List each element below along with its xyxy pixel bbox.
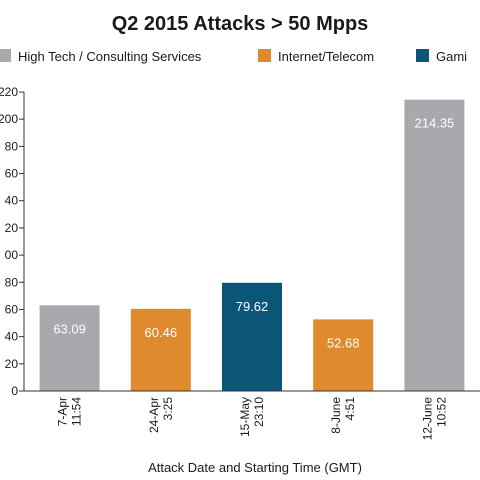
- bar-value-label: 60.46: [145, 325, 178, 340]
- bar: [39, 305, 100, 391]
- x-category-date: 24-Apr: [147, 397, 161, 433]
- y-tick-label: 20: [5, 357, 19, 371]
- legend: High Tech / Consulting Services Internet/…: [0, 49, 467, 64]
- y-axis: 0 20 40 60 80 00 20 40 60 80 200 220: [0, 85, 25, 398]
- y-tick-label: 40: [5, 330, 19, 344]
- y-tick-label: 40: [5, 194, 19, 208]
- bar: [222, 282, 282, 391]
- legend-swatch-1: [258, 49, 271, 62]
- bars: 63.09 60.46 79.62 52.68 214.35: [39, 99, 465, 391]
- x-axis: 7-Apr 11:54 24-Apr 3:25 15-May 23:10 8-June 4:5…: [24, 390, 480, 441]
- bar-value-label: 214.35: [415, 116, 455, 131]
- bar-value-label: 63.09: [53, 321, 86, 336]
- x-category-date: 15-May: [238, 397, 252, 437]
- x-category-time: 10:52: [434, 397, 448, 427]
- bar-value-label: 52.68: [327, 335, 360, 350]
- y-tick-label: 20: [5, 221, 19, 235]
- y-tick-label: 00: [5, 248, 19, 262]
- y-tick-label: 80: [5, 139, 19, 153]
- x-category-time: 4:51: [343, 397, 357, 421]
- x-category-date: 7-Apr: [56, 397, 70, 426]
- bar: [404, 99, 465, 391]
- bar-value-label: 79.62: [236, 299, 269, 314]
- bar: [313, 319, 374, 391]
- x-category-time: 3:25: [161, 397, 175, 421]
- legend-label-1: Internet/Telecom: [278, 49, 374, 64]
- x-category: 24-Apr 3:25: [147, 397, 175, 433]
- legend-label-0: High Tech / Consulting Services: [18, 49, 202, 64]
- x-category: 8-June 4:51: [329, 397, 357, 434]
- chart-title: Q2 2015 Attacks > 50 Mpps: [112, 13, 369, 35]
- y-tick-label: 220: [0, 85, 18, 99]
- y-tick-label: 80: [5, 275, 19, 289]
- x-category: 15-May 23:10: [238, 397, 266, 437]
- bar: [130, 308, 191, 391]
- y-tick-label: 60: [5, 167, 19, 181]
- legend-swatch-2: [416, 49, 429, 62]
- x-category: 12-June 10:52: [420, 397, 448, 441]
- x-axis-label: Attack Date and Starting Time (GMT): [148, 460, 362, 475]
- y-tick-label: 200: [0, 112, 18, 126]
- legend-swatch-0: [0, 49, 11, 62]
- y-tick-label: 60: [5, 302, 19, 316]
- x-category-date: 12-June: [420, 397, 434, 441]
- x-category-date: 8-June: [329, 397, 343, 434]
- x-category-time: 11:54: [70, 397, 84, 426]
- y-tick-label: 0: [11, 384, 18, 398]
- x-category: 7-Apr 11:54: [56, 397, 84, 427]
- x-category-time: 23:10: [252, 397, 266, 427]
- legend-label-2: Gami: [436, 49, 467, 64]
